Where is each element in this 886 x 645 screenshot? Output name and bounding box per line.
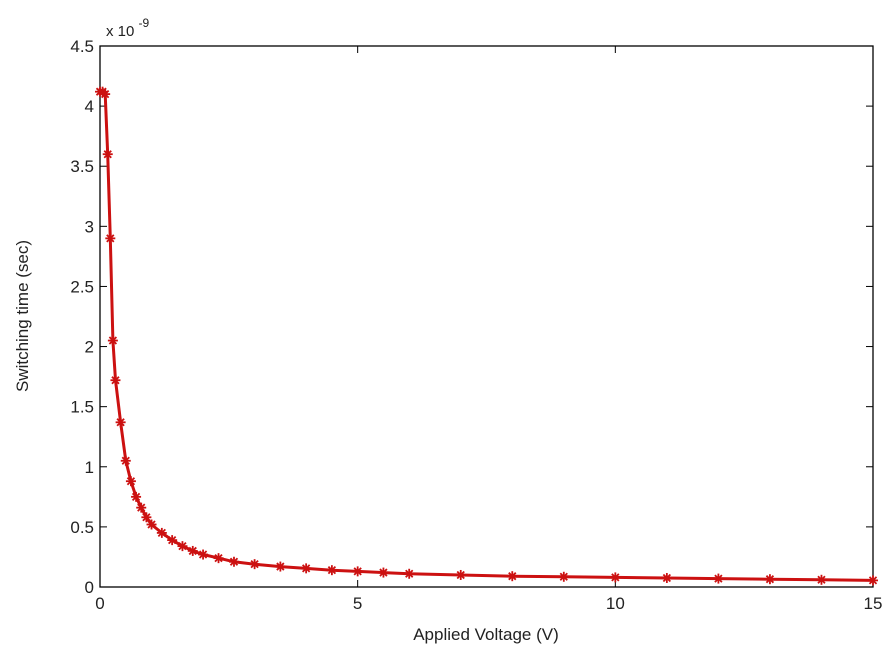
data-point-marker <box>102 149 113 160</box>
y-tick-label: 3.5 <box>70 157 94 176</box>
data-point-marker <box>455 569 466 580</box>
data-point-marker <box>198 549 209 560</box>
y-tick-label: 4.5 <box>70 37 94 56</box>
data-point-marker <box>105 233 116 244</box>
data-point-marker <box>110 375 121 386</box>
y-exponent-base: x 10 <box>106 23 134 40</box>
data-point-marker <box>141 512 152 523</box>
plot-area <box>99 45 874 588</box>
data-point-marker <box>177 541 188 552</box>
data-point-marker <box>100 89 111 100</box>
x-tick-label: 15 <box>864 594 883 613</box>
y-axis-label: Switching time (sec) <box>13 240 32 392</box>
data-point-marker <box>661 572 672 583</box>
y-tick-label: 1 <box>85 458 94 477</box>
data-point-marker <box>167 535 178 546</box>
data-point-marker <box>378 567 389 578</box>
data-point-marker <box>352 566 363 577</box>
y-exponent-power: -9 <box>139 16 150 30</box>
data-point-marker <box>713 573 724 584</box>
x-tick-label: 5 <box>353 594 362 613</box>
x-tick-label: 10 <box>606 594 625 613</box>
data-point-marker <box>107 335 118 346</box>
y-tick-label: 1.5 <box>70 398 94 417</box>
data-point-marker <box>187 545 198 556</box>
data-point-marker <box>868 575 878 586</box>
y-exponent-label: x 10 -9 <box>106 16 150 40</box>
data-point-marker <box>404 568 415 579</box>
data-point-marker <box>558 571 569 582</box>
data-point-marker <box>610 572 621 583</box>
y-tick-label: 3 <box>85 217 94 236</box>
data-point-marker <box>146 519 157 530</box>
ticks: 0 5 10 15 0 0.5 1 1.5 2 2.5 3 3.5 4 4.5 <box>70 37 882 613</box>
y-tick-label: 2 <box>85 338 94 357</box>
y-tick-label: 0.5 <box>70 518 94 537</box>
data-point-marker <box>228 556 239 567</box>
data-point-marker <box>301 563 312 574</box>
data-point-marker <box>115 417 126 428</box>
x-axis-label: Applied Voltage (V) <box>413 625 559 644</box>
data-point-marker <box>249 559 260 570</box>
x-tick-label: 0 <box>95 594 104 613</box>
data-point-marker <box>507 571 518 582</box>
data-point-marker <box>326 565 337 576</box>
data-point-marker <box>156 527 167 538</box>
data-point-marker <box>275 561 286 572</box>
data-point-marker <box>120 455 131 466</box>
y-tick-label: 0 <box>85 578 94 597</box>
data-point-marker <box>764 574 775 585</box>
y-tick-label: 2.5 <box>70 277 94 296</box>
markers-group <box>95 86 878 586</box>
data-point-marker <box>125 476 136 487</box>
data-point-marker <box>213 553 224 564</box>
data-point-marker <box>131 491 142 502</box>
data-point-marker <box>136 502 147 513</box>
data-point-marker <box>816 574 827 585</box>
y-tick-label: 4 <box>85 97 94 116</box>
